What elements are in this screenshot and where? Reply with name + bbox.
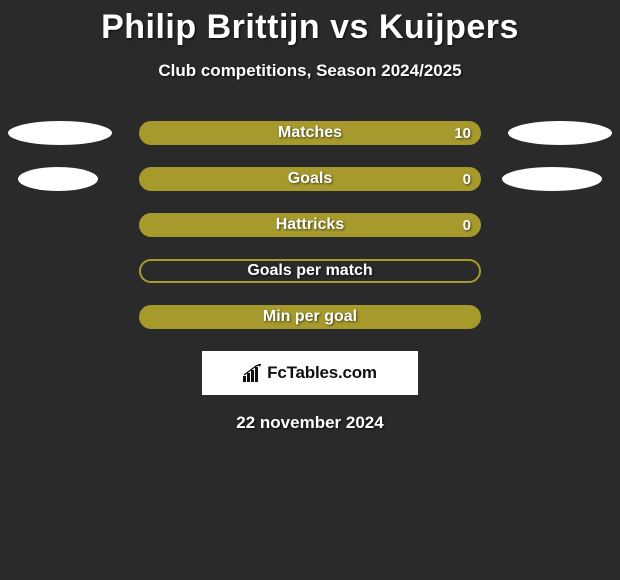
stat-rows: Matches 10 Goals 0 Hattricks 0 Goals per match… [0,121,620,329]
page-title: Philip Brittijn vs Kuijpers [101,8,519,47]
stat-label: Goals [288,170,332,188]
stat-bar: Min per goal [139,305,481,329]
stat-bar: Goals 0 [139,167,481,191]
stat-ellipse-right [502,167,602,191]
stat-bar: Goals per match [139,259,481,283]
stat-ellipse-left [8,121,112,145]
source-logo[interactable]: FcTables.com [202,351,418,395]
logo-text: FcTables.com [267,363,377,383]
stat-row: Hattricks 0 [0,213,620,237]
comparison-widget: Philip Brittijn vs Kuijpers Club competi… [0,0,620,433]
stat-bar: Matches 10 [139,121,481,145]
stat-label: Goals per match [247,262,372,280]
stat-value-right: 10 [454,125,471,142]
title-player2: Kuijpers [379,8,519,46]
stat-value-right: 0 [463,217,471,234]
stat-row: Goals 0 [0,167,620,191]
stat-row: Matches 10 [0,121,620,145]
stat-ellipse-left [18,167,98,191]
stat-row: Goals per match [0,259,620,283]
stat-label: Min per goal [263,308,357,326]
title-player1: Philip Brittijn [101,8,320,46]
date-label: 22 november 2024 [236,413,383,433]
stat-ellipse-right [508,121,612,145]
chart-icon [243,364,263,382]
stat-value-right: 0 [463,171,471,188]
stat-label: Hattricks [276,216,344,234]
stat-row: Min per goal [0,305,620,329]
subtitle: Club competitions, Season 2024/2025 [158,61,461,81]
stat-label: Matches [278,124,342,142]
title-vs: vs [330,8,369,46]
stat-bar: Hattricks 0 [139,213,481,237]
